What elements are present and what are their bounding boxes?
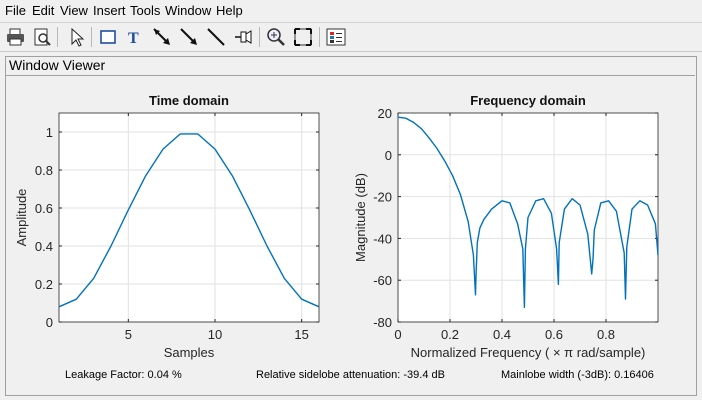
toolbar-separator xyxy=(259,27,260,47)
freq-y-tick-label: -40 xyxy=(373,231,392,246)
time-chart-title: Time domain xyxy=(149,93,229,108)
freq-x-tick-label: 0.8 xyxy=(597,327,615,342)
menu-window[interactable]: Window xyxy=(165,3,212,18)
freq-x-axis-label: Normalized Frequency ( × π rad/sample) xyxy=(411,345,646,360)
time-y-tick-label: 0 xyxy=(46,315,53,330)
time-y-tick-label: 0.6 xyxy=(35,201,53,216)
freq-y-tick-label: -20 xyxy=(373,190,392,205)
menu-bar: File Edit View Insert Tools Window Help xyxy=(0,0,702,22)
text-icon[interactable]: T xyxy=(124,26,146,48)
panel-divider xyxy=(6,75,695,76)
toolbar-separator xyxy=(91,27,92,47)
mainlobe-width: Mainlobe width (-3dB): 0.16406 xyxy=(501,369,654,381)
arrow-icon[interactable] xyxy=(151,26,173,48)
time-x-tick-label: 5 xyxy=(125,327,132,342)
print-preview-icon[interactable] xyxy=(31,26,53,48)
rectangle-icon[interactable] xyxy=(97,26,119,48)
freq-x-tick-label: 0 xyxy=(394,327,401,342)
select-arrow-icon[interactable] xyxy=(65,26,87,48)
freq-y-axis-label: Magnitude (dB) xyxy=(353,173,368,262)
toolbar-separator xyxy=(319,27,320,47)
time-y-tick-label: 0.4 xyxy=(35,239,53,254)
freq-y-tick-label: -60 xyxy=(373,273,392,288)
double-arrow-icon[interactable] xyxy=(178,26,200,48)
freq-x-tick-label: 0.6 xyxy=(545,327,563,342)
freq-data-series xyxy=(397,116,659,309)
svg-text:T: T xyxy=(128,30,139,47)
line-icon[interactable] xyxy=(205,26,227,48)
panel-title: Window Viewer xyxy=(9,57,106,73)
menu-help[interactable]: Help xyxy=(216,3,243,18)
zoom-in-icon[interactable] xyxy=(265,26,287,48)
menu-insert[interactable]: Insert xyxy=(93,3,126,18)
sidelobe-attenuation: Relative sidelobe attenuation: -39.4 dB xyxy=(256,369,445,381)
menu-tools[interactable]: Tools xyxy=(130,3,161,18)
toolbar-separator xyxy=(57,27,58,47)
time-y-tick-label: 0.8 xyxy=(35,163,53,178)
time-x-tick-label: 10 xyxy=(208,327,222,342)
freq-x-tick-label: 0.4 xyxy=(493,327,511,342)
time-data-series xyxy=(58,133,320,308)
print-icon[interactable] xyxy=(5,26,27,48)
freq-y-tick-label: 20 xyxy=(378,106,392,121)
time-x-tick-label: 15 xyxy=(294,327,308,342)
menu-file[interactable]: File xyxy=(5,3,26,18)
time-y-axis-label: Amplitude xyxy=(14,189,29,247)
legend-icon[interactable] xyxy=(325,26,347,48)
time-y-tick-label: 0.2 xyxy=(35,277,53,292)
time-x-axis-label: Samples xyxy=(164,345,215,360)
freq-axes-box xyxy=(397,112,659,323)
freq-y-tick-label: -80 xyxy=(373,315,392,330)
menu-view[interactable]: View xyxy=(60,3,88,18)
time-axes-box xyxy=(58,112,320,323)
fit-icon[interactable] xyxy=(292,26,314,48)
freq-y-tick-label: 0 xyxy=(385,148,392,163)
menu-edit[interactable]: Edit xyxy=(32,3,55,18)
toolbar: T xyxy=(0,22,702,52)
leakage-factor: Leakage Factor: 0.04 % xyxy=(65,369,182,381)
pin-icon[interactable] xyxy=(232,26,254,48)
freq-chart-title: Frequency domain xyxy=(470,93,586,108)
freq-x-tick-label: 0.2 xyxy=(441,327,459,342)
time-y-tick-label: 1 xyxy=(46,125,53,140)
time-plot-area xyxy=(59,113,319,322)
